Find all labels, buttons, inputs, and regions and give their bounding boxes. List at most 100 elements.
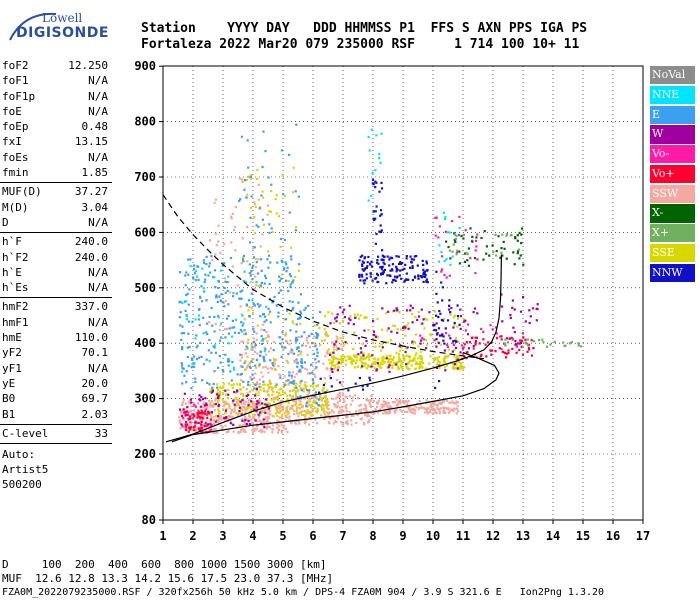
echo-point — [288, 371, 291, 374]
echo-point — [289, 285, 292, 288]
echo-point — [252, 337, 255, 340]
echo-point — [375, 134, 378, 137]
echo-point — [188, 402, 191, 405]
echo-point — [261, 409, 264, 412]
y-tick-label: 900 — [134, 59, 156, 73]
echo-point — [405, 255, 408, 258]
echo-point — [209, 388, 212, 391]
echo-point — [426, 407, 429, 410]
echo-point — [213, 416, 216, 419]
echo-point — [360, 360, 363, 363]
echo-point — [260, 428, 263, 431]
echo-point — [400, 366, 403, 369]
echo-point — [293, 361, 296, 364]
echo-point — [197, 278, 200, 281]
echo-point — [236, 415, 239, 418]
echo-point — [258, 414, 261, 417]
echo-point — [238, 409, 241, 413]
echo-point — [264, 421, 267, 424]
echo-point — [210, 416, 213, 419]
echo-point — [450, 306, 453, 310]
echo-point — [297, 350, 301, 353]
echo-point — [509, 316, 512, 319]
echo-point — [284, 318, 288, 321]
echo-point — [196, 416, 199, 419]
echo-point — [199, 417, 202, 420]
echo-point — [279, 407, 282, 410]
echo-point — [438, 334, 442, 337]
echo-point — [459, 327, 462, 330]
echo-point — [376, 272, 379, 275]
echo-point — [241, 256, 245, 259]
echo-point — [362, 269, 365, 272]
echo-point — [221, 369, 224, 372]
echo-point — [319, 311, 322, 314]
echo-point — [323, 339, 326, 342]
echo-point — [253, 346, 256, 349]
echo-point — [266, 204, 270, 207]
y-tick-label: 400 — [134, 336, 156, 350]
echo-point — [273, 358, 276, 361]
echo-point — [332, 321, 335, 324]
echo-point — [456, 367, 459, 370]
echo-point — [223, 417, 226, 420]
echo-point — [232, 423, 235, 426]
echo-point — [273, 362, 276, 365]
echo-point — [299, 353, 302, 356]
echo-point — [306, 388, 309, 392]
echo-point — [247, 404, 250, 407]
echo-point — [441, 255, 444, 258]
echo-point — [194, 377, 197, 380]
echo-point — [249, 366, 252, 369]
echo-point — [519, 310, 523, 313]
echo-point — [349, 319, 352, 322]
echo-point — [281, 261, 284, 264]
echo-point — [395, 307, 398, 310]
echo-point — [248, 175, 251, 178]
echo-point — [259, 315, 262, 318]
echo-point — [181, 370, 184, 373]
echo-point — [270, 386, 273, 389]
echo-point — [474, 271, 477, 275]
echo-point — [342, 335, 345, 338]
echo-point — [309, 398, 312, 401]
echo-point — [364, 405, 368, 408]
echo-point — [361, 254, 364, 257]
echo-point — [376, 362, 379, 365]
echo-point — [242, 399, 245, 402]
echo-point — [189, 422, 192, 425]
echo-point — [214, 399, 217, 402]
echo-point — [379, 209, 383, 212]
echo-point — [422, 263, 425, 266]
echo-point — [236, 398, 240, 401]
echo-point — [369, 399, 372, 402]
echo-point — [408, 356, 412, 359]
echo-point — [269, 321, 272, 324]
echo-point — [203, 423, 206, 426]
echo-point — [475, 236, 478, 239]
echo-point — [475, 239, 478, 242]
echo-point — [314, 345, 317, 348]
echo-point — [444, 360, 447, 364]
echo-point — [217, 399, 220, 402]
echo-point — [367, 135, 370, 139]
echo-point — [380, 273, 383, 276]
echo-point — [376, 280, 379, 284]
echo-point — [183, 408, 187, 411]
echo-point — [398, 262, 401, 265]
echo-point — [187, 273, 190, 276]
echo-point — [319, 377, 322, 380]
echo-point — [370, 194, 373, 197]
echo-point — [436, 301, 439, 304]
echo-point — [344, 363, 347, 366]
echo-point — [526, 344, 529, 347]
echo-point — [491, 328, 494, 331]
echo-point — [410, 258, 413, 261]
echo-point — [304, 381, 307, 384]
echo-point — [434, 409, 437, 412]
echo-point — [369, 354, 372, 358]
echo-point — [443, 349, 446, 352]
echo-point — [264, 337, 267, 340]
echo-point — [267, 415, 270, 418]
echo-point — [407, 327, 410, 330]
